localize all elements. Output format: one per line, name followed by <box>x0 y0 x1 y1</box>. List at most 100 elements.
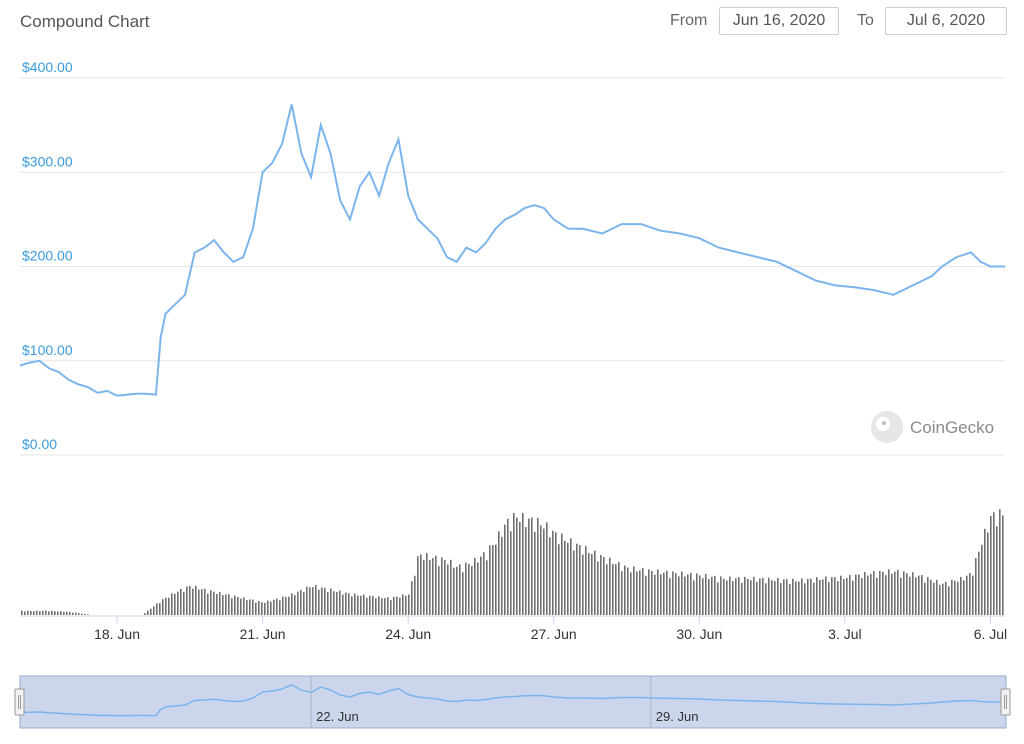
navigator-price-line <box>19 683 1005 717</box>
volume-bar <box>447 564 449 615</box>
volume-bar <box>543 528 545 615</box>
volume-bar <box>156 603 158 615</box>
volume-bar <box>459 564 461 615</box>
volume-bar <box>687 574 689 615</box>
gecko-eye-icon <box>882 421 886 425</box>
volume-bar <box>381 598 383 615</box>
volume-bar <box>480 556 482 615</box>
volume-bar <box>999 509 1001 615</box>
volume-bar <box>849 574 851 615</box>
volume-bar <box>348 593 350 615</box>
volume-bar <box>708 579 710 615</box>
right-handle-grip[interactable] <box>1000 688 1011 716</box>
volume-bar <box>885 575 887 615</box>
volume-bar <box>876 577 878 615</box>
volume-bar <box>978 551 980 615</box>
volume-bar <box>78 613 80 615</box>
volume-bar <box>414 575 416 615</box>
volume-bar <box>831 577 833 615</box>
volume-bar <box>423 560 425 615</box>
volume-bar <box>276 598 278 615</box>
volume-bar <box>903 571 905 615</box>
volume-bar <box>27 610 29 615</box>
y-tick-label: $0.00 <box>22 436 57 452</box>
navigator[interactable]: 22. Jun 29. Jun <box>14 675 1011 729</box>
volume-bar <box>732 581 734 615</box>
volume-bar <box>558 544 560 615</box>
volume-bar <box>339 590 341 615</box>
volume-bar <box>165 597 167 615</box>
navigator-left-handle[interactable] <box>14 688 25 716</box>
volume-bar <box>162 599 164 615</box>
to-date-input[interactable]: Jul 6, 2020 <box>885 7 1007 35</box>
volume-bar <box>684 576 686 615</box>
volume-bar <box>801 578 803 615</box>
volume-bar <box>819 579 821 615</box>
y-tick-label: $400.00 <box>22 59 73 75</box>
volume-bar <box>612 563 614 615</box>
volume-bar <box>54 611 56 615</box>
volume-bar <box>780 583 782 615</box>
volume-bar <box>897 569 899 615</box>
volume-bar <box>660 574 662 615</box>
volume-bar <box>948 586 950 615</box>
volume-bar <box>570 538 572 615</box>
volume-bar <box>966 575 968 615</box>
volume-bar <box>75 612 77 615</box>
volume-bar <box>396 596 398 615</box>
x-tick-label: 18. Jun <box>94 626 140 642</box>
volume-bar <box>411 581 413 615</box>
volume-bar <box>225 594 227 615</box>
from-date-input[interactable]: Jun 16, 2020 <box>719 7 839 35</box>
volume-bar <box>624 565 626 615</box>
volume-bar <box>678 576 680 615</box>
volume-bar <box>795 581 797 615</box>
volume-bar <box>192 588 194 615</box>
volume-bar <box>918 575 920 615</box>
x-tick-label: 21. Jun <box>240 626 286 642</box>
volume-bar <box>84 613 86 615</box>
x-tick-label: 6. Jul <box>974 626 1007 642</box>
navigator-window[interactable] <box>19 675 1007 729</box>
volume-bar <box>144 613 146 615</box>
volume-bar <box>867 575 869 615</box>
volume-bar <box>159 603 161 615</box>
volume-bar <box>393 596 395 615</box>
volume-bar <box>825 576 827 615</box>
volume-bar <box>405 595 407 615</box>
volume-bar <box>828 582 830 615</box>
navigator-right-handle[interactable] <box>1000 688 1011 716</box>
volume-bar <box>189 585 191 615</box>
volume-bar <box>996 526 998 615</box>
navigator-tick-label: 29. Jun <box>656 709 699 724</box>
volume-bar <box>642 567 644 615</box>
volume-bar <box>879 571 881 615</box>
volume-bars <box>21 509 1004 615</box>
volume-bar <box>654 574 656 615</box>
left-handle-grip[interactable] <box>14 688 25 716</box>
volume-bar <box>435 555 437 615</box>
volume-bar <box>549 537 551 615</box>
volume-bar <box>597 561 599 615</box>
volume-bar <box>771 580 773 615</box>
volume-bar <box>264 602 266 615</box>
volume-bar <box>177 591 179 615</box>
volume-bar <box>975 558 977 615</box>
volume-bar <box>24 611 26 615</box>
volume-bar <box>237 597 239 615</box>
volume-bar <box>336 591 338 615</box>
volume-bar <box>483 552 485 615</box>
volume-bar <box>345 592 347 615</box>
volume-bar <box>690 572 692 615</box>
volume-bar <box>564 540 566 615</box>
volume-bar <box>333 591 335 615</box>
volume-bar <box>858 574 860 615</box>
volume-bar <box>519 521 521 615</box>
volume-bar <box>57 611 59 615</box>
volume-bar <box>792 578 794 615</box>
volume-bar <box>651 570 653 615</box>
volume-bar <box>663 572 665 615</box>
volume-bar <box>228 594 230 615</box>
volume-bar <box>342 594 344 615</box>
